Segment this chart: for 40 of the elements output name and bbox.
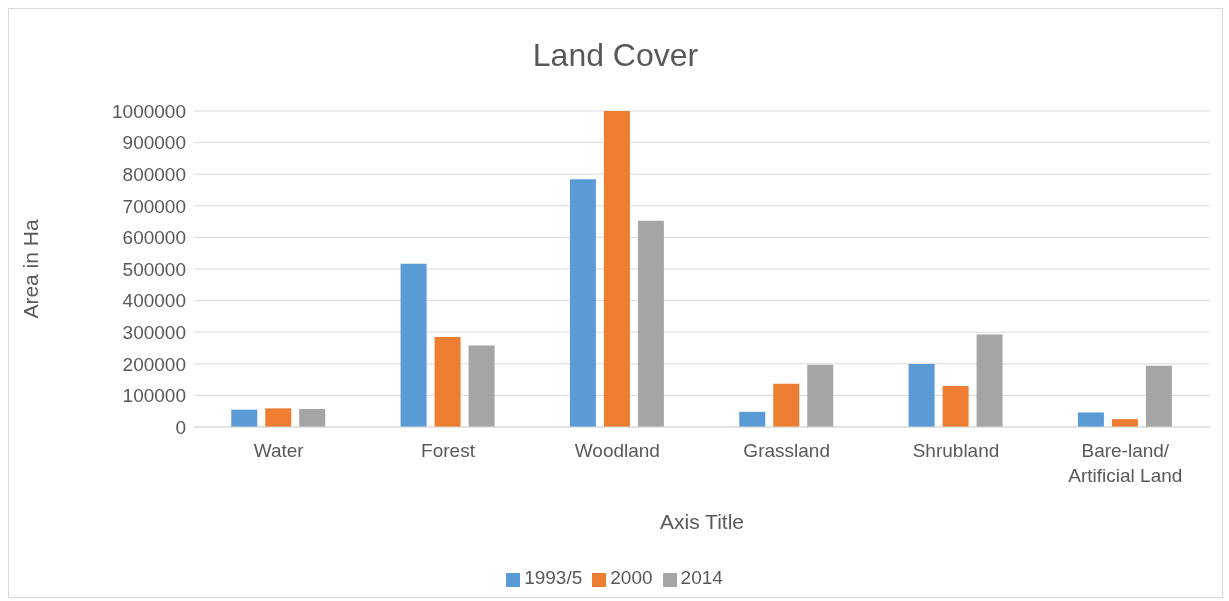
y-tick-label: 400000 — [122, 290, 186, 312]
x-tick-label: Forest — [421, 440, 476, 461]
bar — [637, 220, 664, 427]
bar — [773, 383, 800, 427]
chart-title: Land Cover — [531, 37, 700, 74]
bar — [739, 411, 766, 427]
y-tick-label: 300000 — [122, 321, 186, 343]
bar — [942, 385, 969, 427]
bar — [400, 263, 427, 427]
x-tick-label: Woodland — [574, 440, 660, 461]
legend-label: 2000 — [610, 567, 653, 588]
y-tick-label: 0 — [175, 416, 186, 438]
bar — [434, 336, 461, 427]
y-tick-label: 1000000 — [112, 100, 186, 122]
x-tick-label: Grassland — [743, 440, 830, 461]
y-tick-label: 500000 — [122, 258, 186, 280]
y-tick-label: 200000 — [122, 353, 186, 375]
y-axis-title: Area in Ha — [19, 219, 43, 319]
y-tick-label: 800000 — [122, 163, 186, 185]
bar — [468, 345, 495, 427]
bar — [807, 364, 834, 427]
bar — [569, 179, 596, 427]
x-tick-label: Water — [253, 440, 305, 461]
bar — [908, 364, 935, 427]
bar — [1077, 412, 1104, 427]
bar — [976, 334, 1003, 427]
bar — [1145, 365, 1172, 427]
bar — [231, 409, 258, 427]
x-tick-label: Shrubland — [912, 440, 1000, 461]
bar — [603, 111, 630, 427]
y-tick-label: 100000 — [122, 385, 186, 407]
legend-label: 2014 — [680, 567, 723, 588]
y-tick-label: 700000 — [122, 195, 186, 217]
x-tick-label: Bare-land/ Artificial Land — [1068, 440, 1183, 486]
legend-label: 1993/5 — [524, 567, 583, 588]
x-axis-title: Axis Title — [659, 510, 745, 533]
bar — [299, 408, 326, 427]
y-tick-label: 600000 — [122, 227, 186, 249]
bar — [265, 408, 292, 427]
y-tick-label: 900000 — [122, 132, 186, 154]
